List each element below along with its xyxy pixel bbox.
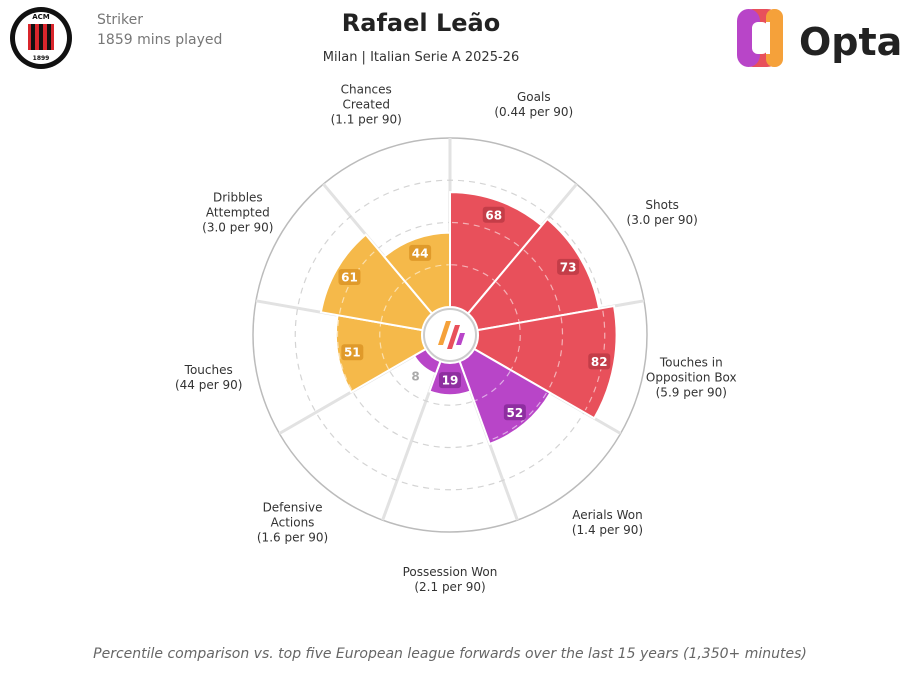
grid-ring (510, 323, 521, 370)
value-label-box (409, 244, 432, 261)
category-name: Aerials Won (572, 507, 643, 522)
footnote: Percentile comparison vs. top five Europ… (93, 646, 807, 662)
logo-hole (752, 22, 768, 54)
player-position: Striker (97, 12, 143, 28)
grid-ring (380, 281, 405, 322)
value-label-box (557, 258, 580, 275)
value-label-box (338, 268, 361, 285)
value-label: 61 (341, 270, 358, 284)
badge-stripe (47, 24, 51, 50)
category-label: Possession Won (2.1 per 90) (402, 565, 498, 595)
category-name: Defensive Actions (262, 500, 323, 530)
value-label: 68 (485, 208, 502, 222)
category-per90: (2.1 per 90) (414, 580, 486, 594)
center-mark (456, 333, 465, 345)
category-label: Shots (3.0 per 90) (614, 198, 710, 228)
category-per90: (3.0 per 90) (202, 220, 274, 234)
center-mark (447, 325, 460, 349)
slice (458, 347, 552, 446)
value-label: 8 (411, 369, 419, 383)
value-label: 44 (412, 246, 429, 260)
chart-subtitle: Milan | Italian Serie A 2025-26 (323, 50, 519, 65)
chart-title: Rafael Leão (342, 9, 500, 37)
grid-ring (336, 317, 353, 390)
center-badge (423, 308, 477, 362)
badge-text: 1899 (33, 55, 50, 62)
category-label: Touches in Opposition Box (5.9 per 90) (643, 355, 739, 400)
grid-ring (490, 392, 547, 441)
grid-ring (495, 281, 520, 322)
category-name: Goals (516, 89, 551, 104)
category-name: Touches (184, 362, 233, 377)
badge-text: ACM (32, 13, 50, 21)
category-name: Chances Created (340, 82, 392, 112)
category-name: Shots (645, 197, 679, 212)
grid-ring (405, 264, 449, 281)
value-label: 73 (560, 260, 577, 274)
slice (319, 233, 434, 332)
category-per90: (0.44 per 90) (494, 104, 574, 119)
grid-ring (474, 370, 511, 402)
value-label: 19 (442, 374, 459, 388)
grid-ring (547, 317, 564, 390)
category-per90: (1.1 per 90) (330, 112, 402, 127)
center-mark (438, 321, 451, 345)
category-per90: (1.4 per 90) (571, 522, 644, 537)
badge-stripe (39, 24, 43, 50)
slice (449, 191, 544, 315)
brand-name: Opta (799, 20, 900, 64)
grid-ring (379, 323, 390, 370)
logo-shape (766, 9, 783, 67)
grid-ring (584, 310, 606, 411)
badge-stripe (31, 24, 35, 50)
value-label-box (503, 404, 526, 421)
grid-ring (451, 221, 522, 249)
brand-logo: Opta (737, 9, 900, 67)
category-per90: (3.0 per 90) (626, 212, 698, 227)
category-per90: (5.9 per 90) (655, 385, 727, 400)
grid-ring (523, 249, 562, 314)
value-label: 51 (344, 346, 361, 360)
category-name: Possession Won (402, 565, 498, 579)
value-label: 82 (591, 355, 608, 369)
value-label-box (482, 206, 505, 223)
category-per90: (44 per 90) (174, 377, 243, 392)
minutes-played: 1859 mins played (97, 32, 222, 48)
value-label-box (588, 353, 611, 370)
club-badge: ACM 1899 (10, 7, 72, 69)
category-label: Chances Created (1.1 per 90) (318, 82, 414, 127)
slice (472, 304, 618, 420)
category-label: Defensive Actions (1.6 per 90) (245, 500, 341, 545)
category-label: Goals (0.44 per 90) (486, 90, 582, 120)
value-label-box (439, 372, 461, 389)
category-per90: (1.6 per 90) (256, 530, 329, 545)
slice (466, 217, 601, 332)
value-label-box (341, 344, 364, 361)
logo-hole (766, 22, 770, 54)
category-label: Touches (44 per 90) (161, 363, 257, 393)
category-label: Dribbles Attempted (3.0 per 90) (190, 190, 286, 235)
value-label: 52 (506, 406, 523, 420)
category-name: Dribbles Attempted (205, 190, 270, 219)
category-label: Aerials Won (1.4 per 90) (559, 508, 655, 538)
category-name: Touches in Opposition Box (645, 355, 737, 385)
grid-ring (451, 264, 495, 281)
